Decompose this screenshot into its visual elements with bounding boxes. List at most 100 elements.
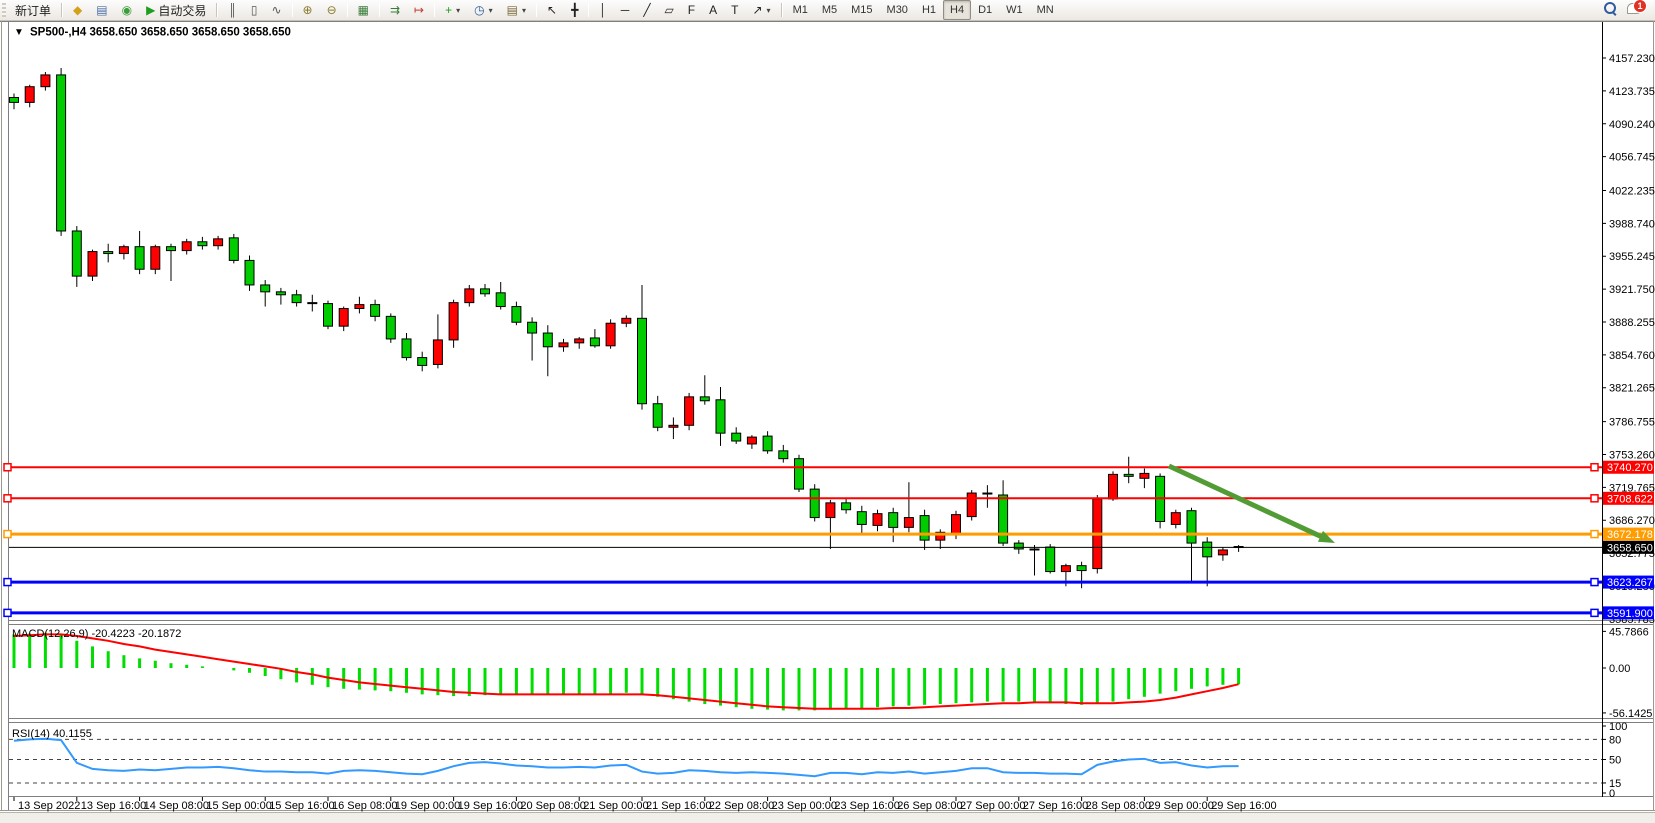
toolbar-separator	[378, 3, 380, 17]
candlestick	[856, 511, 867, 525]
rsi-axis-label: 15	[1609, 778, 1621, 790]
templates-button[interactable]: ▤ ▾	[501, 0, 532, 20]
periods-button[interactable]: ◷ ▾	[468, 0, 499, 20]
candlestick	[24, 86, 35, 103]
chat-icon[interactable]: 1	[1627, 0, 1647, 15]
toolbar-separator	[536, 3, 537, 17]
toolbar-separator	[780, 3, 783, 17]
zoom-out-icon: ⊖	[326, 3, 337, 17]
timeframe-button-h4[interactable]: H4	[943, 0, 972, 20]
candlestick	[213, 238, 224, 247]
timeframe-button-mn[interactable]: MN	[1036, 4, 1054, 16]
candlestick-chart-button[interactable]: ▯	[245, 0, 264, 20]
tile-windows-button[interactable]: ▦	[352, 0, 375, 20]
trend-arrow-head[interactable]	[1317, 530, 1335, 543]
expert-advisors-button[interactable]: ◆	[67, 0, 88, 20]
chevron-down-icon[interactable]: ▾	[521, 5, 526, 15]
line-handle-right[interactable]	[1590, 529, 1599, 539]
candlestick	[228, 237, 239, 261]
expert-advisors-icon: ◆	[73, 3, 83, 17]
candlestick	[1060, 565, 1071, 573]
price-line-badge	[1603, 527, 1654, 541]
price-line-badge-label: 3591.900	[1607, 608, 1653, 620]
chart-menu-triangle-icon[interactable]: ▼	[14, 27, 24, 38]
candlestick	[244, 259, 255, 286]
candlestick	[9, 96, 19, 103]
autotrading-button[interactable]: ▶ 自动交易	[140, 0, 212, 20]
candlestick	[1045, 546, 1056, 573]
candlestick	[558, 342, 569, 348]
timeframe-button-m30[interactable]: M30	[886, 4, 908, 16]
price-line-badge	[1603, 606, 1654, 620]
zoom-out-button[interactable]: ⊖	[321, 0, 343, 20]
candlestick	[275, 291, 286, 296]
line-handle-left[interactable]	[3, 608, 12, 618]
timeframe-button-m1[interactable]: M1	[792, 4, 808, 16]
candlestick	[1076, 565, 1087, 572]
candlestick	[762, 435, 773, 452]
candlestick	[1013, 542, 1024, 550]
cursor-button[interactable]: ↖	[541, 0, 563, 20]
toolbar-grip[interactable]	[2, 3, 6, 17]
candlestick	[841, 502, 852, 511]
trendline-button[interactable]: ╱	[637, 0, 656, 20]
line-handle-right[interactable]	[1590, 577, 1599, 587]
equidistant-channel-button[interactable]: ▱	[659, 0, 680, 20]
timeframe-button-h1[interactable]: H1	[921, 4, 936, 16]
chart-shift-button[interactable]: ↦	[408, 0, 430, 20]
time-axis-label: 13 Sep 16:00	[81, 800, 146, 812]
navigator-window-button[interactable]: ▤	[90, 0, 113, 20]
chevron-down-icon[interactable]: ▾	[766, 5, 771, 15]
timeframe-button-w1[interactable]: W1	[1006, 4, 1023, 16]
line-handle-left[interactable]	[3, 494, 12, 503]
text-button[interactable]: A	[703, 0, 723, 20]
price-line-badge-label: 3740.270	[1607, 462, 1653, 474]
periods-icon: ◷	[474, 3, 485, 17]
bar-chart-button[interactable]: ║	[222, 0, 243, 20]
crosshair-button[interactable]: ╋	[565, 0, 584, 20]
line-chart-button[interactable]: ∿	[265, 0, 287, 20]
line-handle-right[interactable]	[1590, 494, 1599, 503]
line-handle-right[interactable]	[1590, 462, 1599, 472]
line-handle-left[interactable]	[3, 462, 12, 472]
trend-arrow-line[interactable]	[1167, 463, 1326, 541]
candlestick	[166, 246, 176, 252]
fibonacci-button[interactable]: F	[682, 0, 701, 20]
zoom-in-button[interactable]: ⊕	[297, 0, 319, 20]
new-order-button[interactable]: 新订单	[9, 0, 57, 20]
price-line-badge-label: 3658.650	[1607, 542, 1653, 554]
vertical-line-icon: │	[599, 3, 607, 17]
toolbar-separator	[216, 3, 219, 17]
add-indicator-button[interactable]: + ▾	[439, 0, 466, 20]
horizontal-line-icon: ─	[620, 3, 630, 17]
timeframe-button-m5[interactable]: M5	[821, 4, 838, 16]
bar-chart-icon: ║	[228, 3, 237, 17]
auto-scroll-icon: ⇉	[389, 3, 401, 17]
horizontal-line-button[interactable]: ─	[615, 0, 636, 20]
price-line-badge	[1603, 540, 1654, 554]
candlestick	[480, 288, 490, 295]
auto-scroll-button[interactable]: ⇉	[384, 0, 406, 20]
arrows-button[interactable]: ↗ ▾	[746, 0, 776, 20]
chart-canvas[interactable]: ▼ SP500-,H4 3658.650 3658.650 3658.650 36…	[0, 20, 1655, 812]
candlestick	[71, 230, 82, 277]
text-label-button[interactable]: T	[725, 0, 744, 20]
line-handle-left[interactable]	[3, 577, 12, 587]
candlestick	[794, 458, 804, 490]
chevron-down-icon[interactable]: ▾	[488, 5, 493, 15]
price-axis-label: 4157.230	[1609, 53, 1655, 65]
vertical-line-button[interactable]: │	[593, 0, 613, 20]
candlestick	[919, 515, 930, 541]
timeframe-toolbar: M1 M5 M15 M30 H1 H4 D1 W1 MN	[786, 0, 1061, 20]
text-icon: A	[709, 3, 718, 17]
line-handle-left[interactable]	[3, 529, 12, 539]
line-handle-right[interactable]	[1590, 608, 1599, 618]
timeframe-button-d1[interactable]: D1	[978, 4, 993, 16]
time-axis-label: 22 Sep 08:00	[709, 800, 774, 812]
timeframe-button-m15[interactable]: M15	[851, 4, 873, 16]
search-icon[interactable]	[1603, 1, 1617, 16]
candlestick	[574, 338, 585, 344]
chevron-down-icon[interactable]: ▾	[456, 5, 461, 15]
price-line-badge-label: 3708.622	[1607, 493, 1653, 505]
data-feed-button[interactable]: ◉	[116, 0, 138, 20]
